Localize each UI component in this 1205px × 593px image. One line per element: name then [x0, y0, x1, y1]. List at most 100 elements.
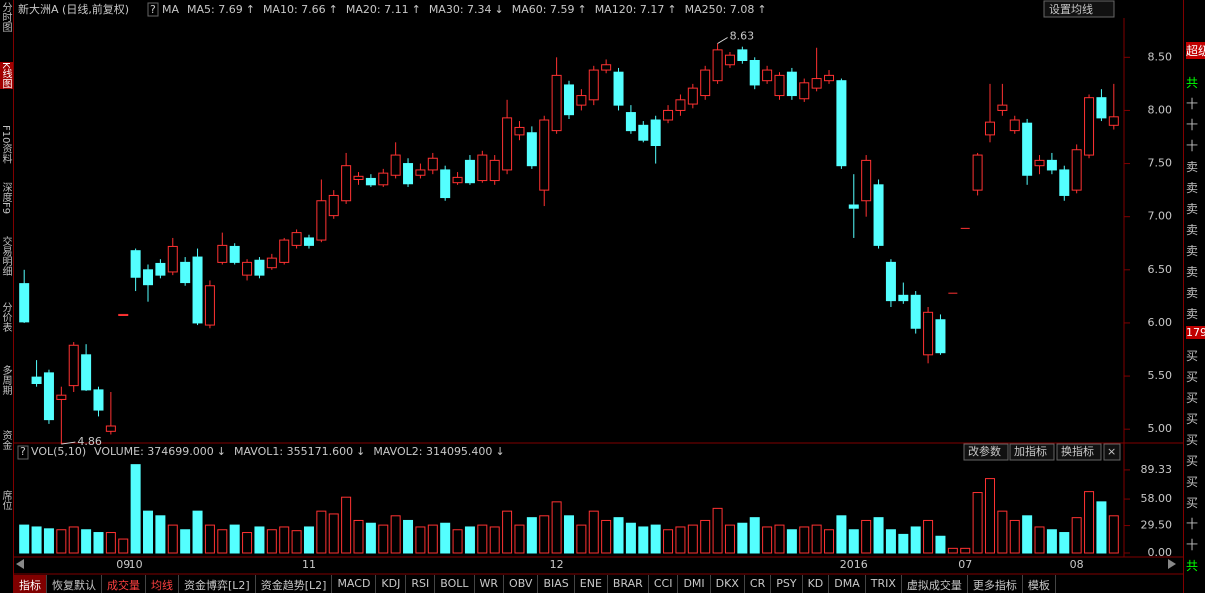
y-tick-label: 5.00: [1148, 422, 1173, 435]
help[interactable]: ?: [20, 445, 26, 458]
tab[interactable]: CR: [745, 575, 772, 593]
help[interactable]: ?: [150, 3, 156, 16]
volume-bar: [811, 524, 822, 554]
sidebar-tab[interactable]: 资金: [0, 430, 11, 450]
tab[interactable]: 虚拟成交量: [902, 575, 968, 593]
panel-row: 卖: [1186, 244, 1199, 258]
tab[interactable]: MACD: [332, 575, 377, 593]
tab[interactable]: 更多指标: [968, 575, 1023, 593]
candle-body: [105, 425, 116, 432]
sidebar-tab[interactable]: F10资料: [0, 125, 11, 164]
volume-bar: [526, 517, 537, 554]
volume-bar: [625, 522, 636, 554]
volume-bar: [799, 526, 810, 554]
sidebar-tab[interactable]: 分价表: [0, 302, 11, 332]
volume-bar: [762, 526, 773, 554]
legend-arrow: ↓: [495, 3, 504, 16]
volume-bar: [910, 526, 921, 554]
tab[interactable]: ENE: [575, 575, 608, 593]
candle-body: [489, 159, 500, 182]
sidebar-tab[interactable]: 交易明细: [0, 236, 11, 276]
y-tick-label: 0.00: [1148, 546, 1173, 559]
candle-body: [724, 54, 735, 66]
legend-arrow: ↓: [356, 445, 365, 458]
candle-body: [799, 82, 810, 100]
candle-body: [910, 294, 921, 329]
panel-row: 买: [1186, 433, 1199, 447]
tab[interactable]: 成交量: [102, 575, 146, 593]
y-tick-label: 5.50: [1148, 369, 1173, 382]
sidebar-tab[interactable]: 深度F9: [0, 182, 11, 215]
volume-bar: [935, 535, 946, 554]
tab[interactable]: KD: [803, 575, 830, 593]
candle-body: [898, 294, 909, 302]
tab[interactable]: 资金趋势[L2]: [256, 575, 333, 593]
tab-bar: 指标 恢复默认 成交量 均线 资金博弈[L2] 资金趋势[L2] MACD KDJ RSI BOL…: [14, 575, 1164, 593]
panel-row: 十: [1186, 139, 1199, 153]
candle-body: [31, 376, 42, 384]
close-button[interactable]: ×: [1107, 445, 1116, 458]
x-tick-label: 09: [116, 558, 130, 571]
tab[interactable]: BOLL: [435, 575, 475, 593]
panel-row: 卖: [1186, 181, 1199, 195]
volume-bar: [403, 519, 414, 554]
volume-bar: [1034, 526, 1045, 554]
sidebar-tab[interactable]: K线图: [0, 62, 13, 89]
tab[interactable]: TRIX: [866, 575, 902, 593]
volume-bar: [56, 529, 67, 554]
volume-bar: [873, 517, 884, 554]
candle-body: [279, 239, 290, 263]
candle-body: [143, 269, 154, 286]
tab[interactable]: BIAS: [538, 575, 575, 593]
volume-bar: [576, 524, 587, 554]
volume-bar: [724, 524, 735, 554]
tab[interactable]: CCI: [649, 575, 679, 593]
candle-body: [848, 204, 859, 209]
tab[interactable]: DMI: [678, 575, 711, 593]
button[interactable]: 改参数: [968, 444, 1001, 458]
button[interactable]: 加指标: [1014, 444, 1047, 458]
tab[interactable]: KDJ: [376, 575, 407, 593]
volume-bar: [638, 526, 649, 554]
candle-body: [762, 69, 773, 82]
candle-body: [1034, 159, 1045, 167]
sidebar-tab[interactable]: 多周期: [0, 365, 11, 395]
tab[interactable]: DMA: [829, 575, 866, 593]
tab[interactable]: DKX: [711, 575, 745, 593]
volume-bar: [848, 529, 859, 554]
volume-bar: [737, 522, 748, 554]
volume-bar: [712, 507, 723, 554]
button[interactable]: 换指标: [1061, 444, 1094, 458]
tab[interactable]: BRAR: [608, 575, 649, 593]
candle-body: [1046, 159, 1057, 171]
scroll-right[interactable]: [1168, 559, 1176, 569]
tab[interactable]: WR: [475, 575, 505, 593]
legend-item: MA20: 7.11: [346, 3, 409, 16]
volume-bar: [898, 533, 909, 554]
tab[interactable]: RSI: [406, 575, 436, 593]
x-tick-label: 08: [1070, 558, 1084, 571]
candle-body: [316, 200, 327, 241]
tab[interactable]: 资金博弈[L2]: [179, 575, 256, 593]
volume-bar: [786, 529, 797, 554]
tab[interactable]: 均线: [146, 575, 179, 593]
tab[interactable]: OBV: [504, 575, 539, 593]
stock-title: 新大洲A (日线,前复权): [18, 2, 129, 16]
tab[interactable]: 模板: [1023, 575, 1056, 593]
tab[interactable]: PSY: [771, 575, 803, 593]
ma-label: MA: [162, 3, 179, 16]
tab[interactable]: 恢复默认: [47, 575, 102, 593]
candle-body: [452, 176, 463, 184]
tab[interactable]: 指标: [14, 575, 47, 593]
scroll-left[interactable]: [16, 559, 24, 569]
candle-body: [415, 169, 426, 176]
candle-body: [390, 154, 401, 176]
candle-body: [885, 261, 896, 302]
sidebar-tab[interactable]: 席位: [0, 490, 11, 510]
help-box: [17, 445, 29, 460]
candle-body: [625, 112, 636, 132]
settings-button[interactable]: 设置均线: [1049, 2, 1093, 16]
panel-row: 买: [1186, 496, 1199, 510]
sidebar-tab[interactable]: 分时图: [0, 2, 11, 32]
volume-bar: [1009, 519, 1020, 554]
